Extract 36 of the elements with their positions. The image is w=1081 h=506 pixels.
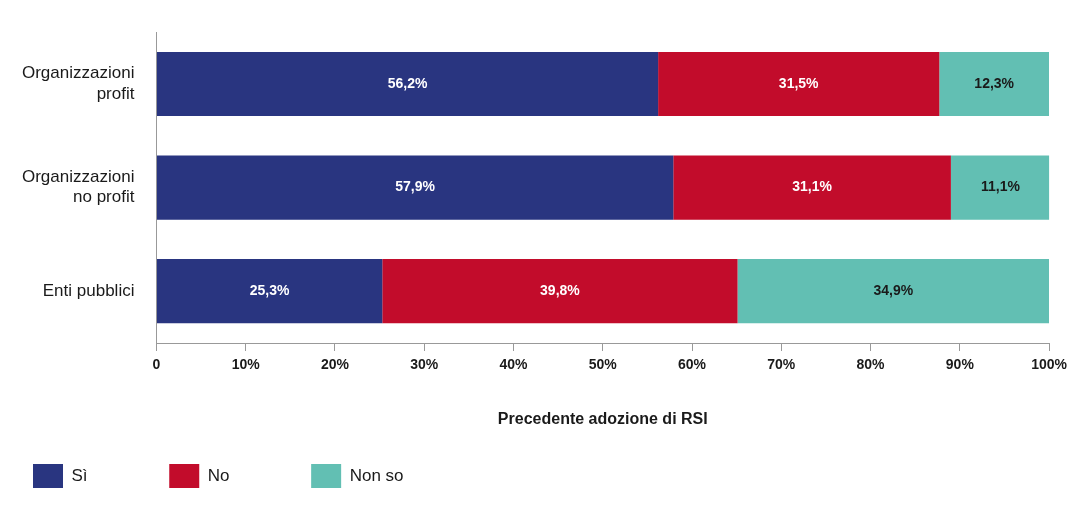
x-tick-label: 80% (856, 356, 886, 373)
x-axis-title: Precedente adozione di RSI (497, 409, 708, 427)
bar (737, 259, 1050, 324)
legend-label: No (207, 465, 287, 485)
data-label: 25,3% (249, 282, 291, 299)
x-tick-label: 70% (767, 356, 796, 373)
legend-label: Non so (349, 465, 461, 485)
data-label: 31,5% (778, 74, 820, 91)
bar (950, 155, 1050, 220)
data-label: 12,3% (974, 74, 1015, 91)
x-tick-label: 10% (231, 356, 261, 373)
bar (673, 155, 951, 220)
x-tick-label: 50% (588, 356, 618, 373)
x-tick-label: 100% (1031, 356, 1068, 373)
data-label: 31,1% (792, 178, 833, 195)
x-tick-label: 90% (945, 356, 975, 373)
y-tick-label: Enti pubblici (42, 280, 135, 300)
bar (382, 259, 738, 324)
bar (156, 259, 383, 324)
data-label: 11,1% (980, 178, 1021, 195)
legend-label: Sì (71, 465, 145, 485)
data-label: 34,9% (873, 282, 914, 299)
bar (156, 51, 659, 117)
x-tick-label: 0 (152, 356, 161, 373)
x-tick-label: 30% (410, 356, 439, 373)
bar (658, 51, 940, 117)
x-tick-label: 20% (320, 356, 350, 373)
bar (156, 155, 674, 220)
data-label: 39,8% (540, 282, 581, 299)
x-tick-label: 40% (499, 356, 529, 373)
data-label: 56,2% (387, 74, 428, 91)
x-tick-label: 60% (678, 356, 707, 373)
bar (939, 51, 1050, 117)
y-tick-label: Organizzazioni no profit (21, 167, 135, 207)
y-tick-label: Organizzazioni profit (21, 63, 135, 103)
data-label: 57,9% (395, 178, 436, 195)
